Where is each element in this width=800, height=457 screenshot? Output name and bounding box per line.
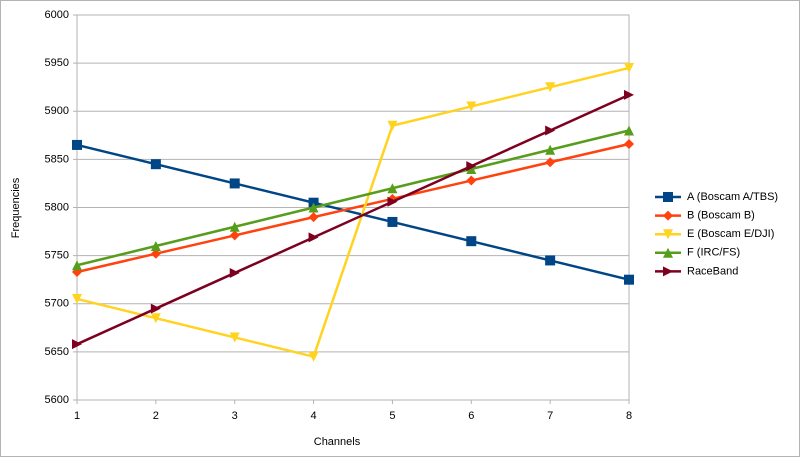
y-tick-label: 5900 (45, 105, 69, 117)
marker (72, 139, 82, 150)
marker (624, 89, 634, 100)
marker (466, 101, 477, 112)
y-tick-label: 5600 (45, 394, 69, 406)
x-tick-label: 5 (389, 410, 395, 422)
marker (545, 144, 556, 155)
legend-marker (663, 247, 673, 258)
marker (387, 183, 398, 194)
marker (308, 351, 319, 362)
marker (229, 267, 240, 278)
x-axis-title: Channels (314, 436, 361, 448)
y-tick-label: 5800 (45, 201, 69, 213)
series-line (76, 129, 630, 267)
marker (466, 236, 477, 247)
y-tick-label: 6000 (45, 9, 69, 21)
marker (387, 216, 398, 227)
legend-label: RaceBand (687, 265, 738, 277)
y-tick-label: 5850 (45, 153, 69, 165)
series-line (76, 142, 630, 274)
x-tick-label: 7 (547, 410, 553, 422)
marker (545, 157, 556, 168)
marker (150, 303, 161, 314)
y-tick-label: 5650 (45, 346, 69, 358)
marker (150, 241, 161, 251)
marker (229, 221, 240, 232)
x-tick-label: 8 (626, 410, 632, 422)
marker (466, 161, 477, 172)
legend-marker (663, 210, 673, 221)
series-line (76, 93, 630, 346)
legend-marker (663, 229, 673, 240)
legend-marker (663, 192, 673, 202)
marker (150, 248, 161, 259)
marker (150, 159, 161, 170)
legend-label: F (IRC/FS) (687, 247, 740, 259)
x-tick-label: 3 (232, 410, 238, 422)
marker (72, 293, 82, 304)
series-line (76, 66, 630, 359)
marker (308, 212, 319, 223)
marker (466, 175, 477, 186)
marker (308, 202, 319, 213)
plot-border (76, 14, 630, 401)
y-tick-label: 5950 (45, 57, 69, 69)
series-line (76, 143, 630, 281)
marker (308, 232, 319, 243)
marker (545, 255, 556, 266)
marker (229, 230, 240, 241)
marker (466, 164, 477, 174)
legend-marker (663, 266, 673, 277)
legend-label: B (Boscam B) (687, 210, 755, 222)
marker (229, 178, 240, 189)
y-axis-title: Frequencies (10, 177, 22, 238)
marker (229, 332, 240, 343)
y-tick-label: 5750 (45, 250, 69, 262)
marker (387, 120, 398, 131)
marker (624, 62, 634, 73)
marker (387, 196, 398, 207)
x-tick-label: 2 (153, 410, 159, 422)
marker (624, 274, 634, 285)
x-tick-label: 6 (468, 410, 474, 422)
marker (545, 125, 556, 136)
marker (72, 339, 82, 350)
marker (624, 125, 634, 136)
x-tick-label: 4 (311, 410, 317, 422)
y-tick-label: 5700 (45, 298, 69, 310)
legend-label: E (Boscam E/DJI) (687, 228, 774, 240)
marker (545, 82, 556, 93)
marker (150, 313, 161, 324)
marker (72, 260, 82, 271)
marker (624, 138, 634, 149)
x-tick-label: 1 (74, 410, 80, 422)
legend-label: A (Boscam A/TBS) (687, 191, 778, 203)
